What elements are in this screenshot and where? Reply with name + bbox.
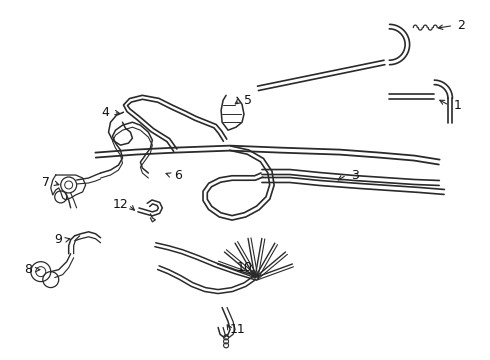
Text: 3: 3 xyxy=(351,168,359,181)
Text: 7: 7 xyxy=(42,176,50,189)
Text: 1: 1 xyxy=(453,99,461,112)
Text: 2: 2 xyxy=(457,19,465,32)
Text: 5: 5 xyxy=(244,94,252,107)
Text: 6: 6 xyxy=(174,168,182,181)
Text: 12: 12 xyxy=(113,198,128,211)
Text: 8: 8 xyxy=(24,263,32,276)
Text: 4: 4 xyxy=(101,106,109,119)
Text: 10: 10 xyxy=(237,261,253,274)
Text: 9: 9 xyxy=(54,233,62,246)
Text: 11: 11 xyxy=(230,323,246,336)
